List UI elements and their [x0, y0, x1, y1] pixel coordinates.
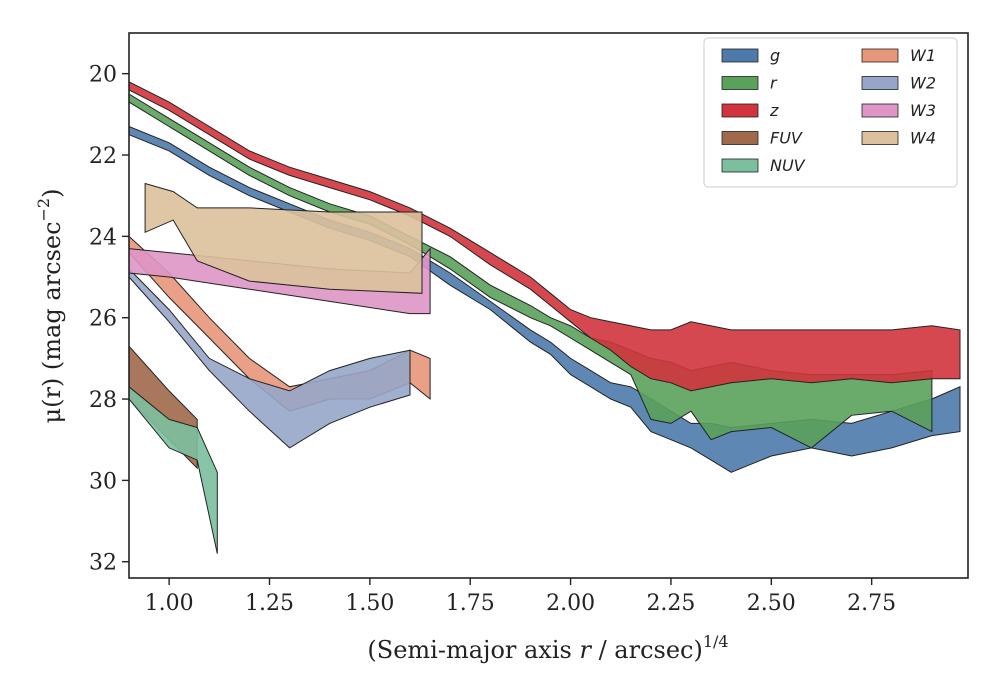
band-w4	[144, 182, 423, 294]
y-axis-ticks: 20 22 24 26 28 30 32	[89, 63, 129, 576]
y-tick-label: 28	[89, 388, 117, 413]
x-tick-label: 1.25	[245, 591, 294, 616]
legend-swatch-g	[721, 48, 759, 63]
x-axis-label-tail: / arcsec)	[591, 636, 703, 664]
legend-label-z: z	[769, 101, 779, 120]
y-tick-label: 30	[89, 469, 117, 494]
legend-swatch-nuv	[721, 158, 759, 173]
y-axis-label-exponent: −2	[34, 198, 53, 222]
band-w1	[128, 235, 431, 412]
legend-swatch-r	[721, 76, 759, 90]
legend-label-r: r	[770, 74, 778, 93]
band-w2	[128, 267, 411, 449]
y-tick-label: 26	[89, 307, 117, 332]
band-nuv	[128, 385, 218, 554]
x-axis-label-var: r	[579, 636, 592, 664]
x-tick-label: 1.50	[345, 591, 394, 616]
series-bands	[128, 80, 961, 554]
legend-label-nuv: NUV	[770, 156, 806, 175]
band-r	[128, 93, 933, 449]
y-tick-label: 20	[89, 63, 117, 88]
legend-label-w2: W2	[910, 74, 936, 93]
legend-swatch-w2	[861, 76, 899, 90]
legend-label-g: g	[770, 46, 780, 65]
y-axis-label-main: μ(r) (mag arcsec	[38, 221, 66, 423]
y-tick-label: 24	[89, 225, 117, 250]
x-tick-label: 2.25	[646, 591, 695, 616]
x-tick-label: 1.00	[145, 591, 194, 616]
band-g	[128, 125, 961, 473]
legend-label-w4: W4	[910, 129, 936, 148]
plot-frame	[128, 32, 969, 579]
legend-label-fuv: FUV	[770, 129, 803, 148]
legend-swatch-w1	[861, 48, 899, 63]
x-tick-label: 2.75	[847, 591, 896, 616]
legend-swatch-w3	[861, 103, 899, 118]
legend-label-w1: W1	[910, 46, 936, 65]
y-tick-label: 32	[89, 551, 117, 576]
legend-swatch-fuv	[721, 131, 759, 145]
y-axis-label: μ(r) (mag arcsec−2)	[34, 189, 66, 424]
legend: grz FUV NUV W1 W2 W3 W4	[703, 37, 958, 188]
band-z	[128, 80, 961, 392]
legend-box	[703, 37, 958, 188]
y-tick-label: 22	[89, 144, 117, 169]
y-axis-label-close: )	[38, 189, 66, 198]
x-axis-ticks: 1.00 1.25 1.50 1.75 2.00 2.25 2.50 2.75	[145, 578, 896, 616]
x-axis-label-exponent: 1/4	[703, 632, 729, 651]
x-axis-label-main: (Semi-major axis	[367, 636, 579, 664]
x-axis-label: (Semi-major axis r / arcsec)1/4	[367, 632, 728, 664]
x-tick-label: 2.00	[546, 591, 595, 616]
x-tick-label: 1.75	[446, 591, 495, 616]
x-tick-label: 2.50	[747, 591, 796, 616]
legend-entries: grz FUV NUV W1 W2 W3 W4	[721, 46, 936, 175]
legend-swatch-z	[721, 103, 759, 118]
legend-label-w3: W3	[910, 101, 936, 120]
legend-swatch-w4	[861, 131, 899, 145]
